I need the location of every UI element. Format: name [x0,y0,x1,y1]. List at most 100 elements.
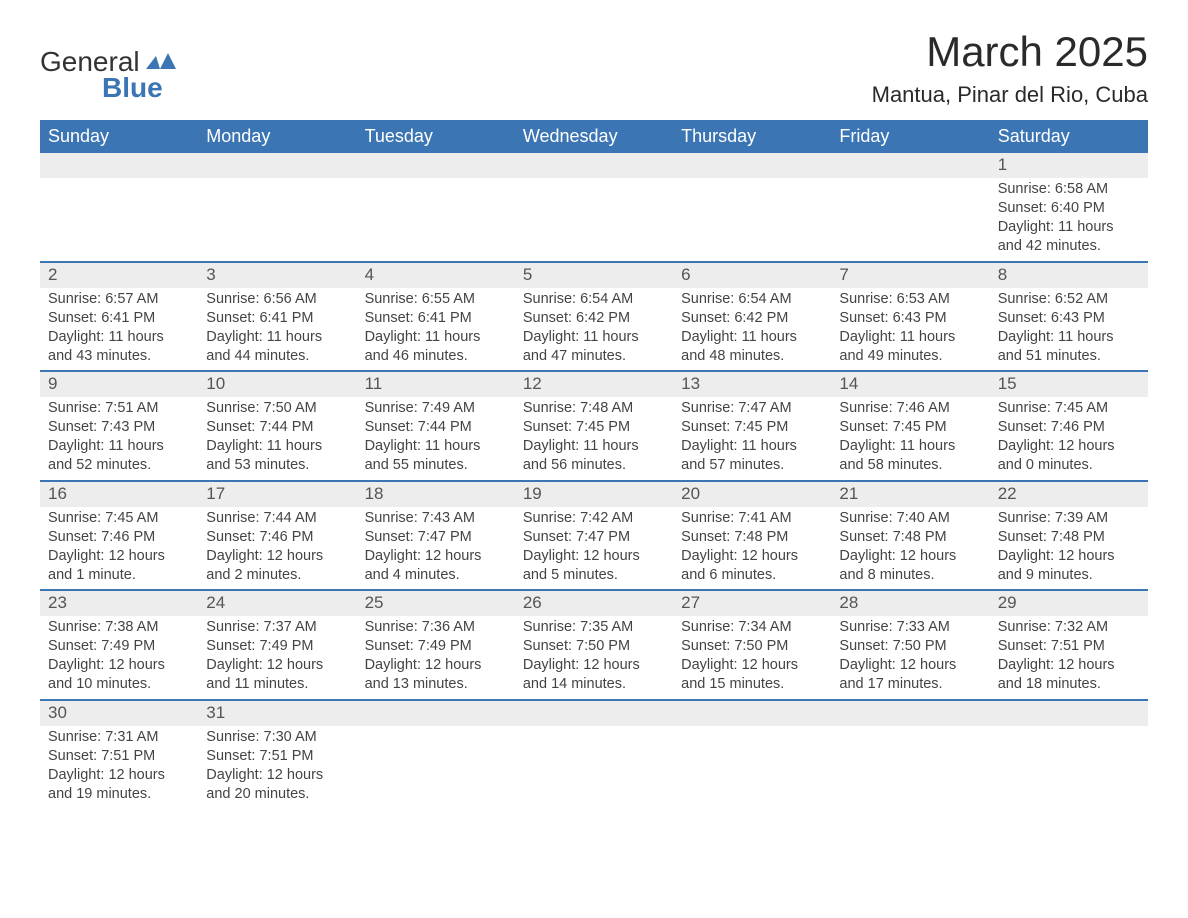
sunrise-line: Sunrise: 7:45 AM [998,399,1140,418]
day-number-cell: 30 [40,700,198,726]
day-data-cell: Sunrise: 7:33 AMSunset: 7:50 PMDaylight:… [831,616,989,700]
day-data-cell [673,178,831,262]
sunrise-line: Sunrise: 7:31 AM [48,728,190,747]
daylight-line: Daylight: 12 hours and 6 minutes. [681,547,823,585]
day-number-cell: 3 [198,262,356,288]
day-data-cell: Sunrise: 7:41 AMSunset: 7:48 PMDaylight:… [673,507,831,591]
column-header: Monday [198,120,356,153]
day-data-cell: Sunrise: 7:35 AMSunset: 7:50 PMDaylight:… [515,616,673,700]
sunrise-line: Sunrise: 6:54 AM [523,290,665,309]
week-daynum-row: 23242526272829 [40,590,1148,616]
day-number-cell: 6 [673,262,831,288]
logo-text-blue: Blue [102,72,163,104]
sunset-line: Sunset: 7:49 PM [206,637,348,656]
sunset-line: Sunset: 7:46 PM [48,528,190,547]
calendar-table: SundayMondayTuesdayWednesdayThursdayFrid… [40,120,1148,808]
sunrise-line: Sunrise: 7:46 AM [839,399,981,418]
sunset-line: Sunset: 7:46 PM [998,418,1140,437]
daylight-line: Daylight: 12 hours and 19 minutes. [48,766,190,804]
week-daynum-row: 2345678 [40,262,1148,288]
sunrise-line: Sunrise: 7:50 AM [206,399,348,418]
sunset-line: Sunset: 7:47 PM [365,528,507,547]
daylight-line: Daylight: 12 hours and 20 minutes. [206,766,348,804]
sunrise-line: Sunrise: 7:41 AM [681,509,823,528]
sunrise-line: Sunrise: 7:43 AM [365,509,507,528]
day-data-cell: Sunrise: 7:40 AMSunset: 7:48 PMDaylight:… [831,507,989,591]
day-number-cell: 9 [40,371,198,397]
day-data-cell: Sunrise: 7:34 AMSunset: 7:50 PMDaylight:… [673,616,831,700]
day-number-cell [515,700,673,726]
logo: General Blue [40,46,176,104]
sunrise-line: Sunrise: 7:33 AM [839,618,981,637]
day-number-cell: 20 [673,481,831,507]
day-number-cell: 13 [673,371,831,397]
sunrise-line: Sunrise: 6:56 AM [206,290,348,309]
day-number-cell: 21 [831,481,989,507]
daylight-line: Daylight: 11 hours and 53 minutes. [206,437,348,475]
day-number-cell: 29 [990,590,1148,616]
week-data-row: Sunrise: 7:51 AMSunset: 7:43 PMDaylight:… [40,397,1148,481]
daylight-line: Daylight: 12 hours and 1 minute. [48,547,190,585]
day-data-cell [357,178,515,262]
location-subtitle: Mantua, Pinar del Rio, Cuba [872,82,1148,108]
daylight-line: Daylight: 11 hours and 43 minutes. [48,328,190,366]
day-number-cell [357,700,515,726]
calendar-header: SundayMondayTuesdayWednesdayThursdayFrid… [40,120,1148,153]
sunset-line: Sunset: 7:45 PM [681,418,823,437]
sunrise-line: Sunrise: 7:48 AM [523,399,665,418]
week-daynum-row: 1 [40,153,1148,178]
day-data-cell: Sunrise: 6:54 AMSunset: 6:42 PMDaylight:… [673,288,831,372]
day-data-cell [40,178,198,262]
column-header: Wednesday [515,120,673,153]
daylight-line: Daylight: 12 hours and 18 minutes. [998,656,1140,694]
sunrise-line: Sunrise: 7:42 AM [523,509,665,528]
sunset-line: Sunset: 6:43 PM [998,309,1140,328]
day-data-cell: Sunrise: 6:52 AMSunset: 6:43 PMDaylight:… [990,288,1148,372]
sunrise-line: Sunrise: 7:37 AM [206,618,348,637]
day-data-cell: Sunrise: 7:32 AMSunset: 7:51 PMDaylight:… [990,616,1148,700]
week-data-row: Sunrise: 6:58 AMSunset: 6:40 PMDaylight:… [40,178,1148,262]
day-number-cell: 11 [357,371,515,397]
header: General Blue March 2025 Mantua, Pinar de… [40,28,1148,108]
sunset-line: Sunset: 7:45 PM [839,418,981,437]
day-number-cell: 7 [831,262,989,288]
day-data-cell: Sunrise: 7:45 AMSunset: 7:46 PMDaylight:… [40,507,198,591]
day-number-cell: 23 [40,590,198,616]
day-number-cell: 24 [198,590,356,616]
day-number-cell: 26 [515,590,673,616]
week-daynum-row: 16171819202122 [40,481,1148,507]
day-data-cell: Sunrise: 7:44 AMSunset: 7:46 PMDaylight:… [198,507,356,591]
daylight-line: Daylight: 12 hours and 0 minutes. [998,437,1140,475]
day-number-cell [515,153,673,178]
day-data-cell: Sunrise: 7:48 AMSunset: 7:45 PMDaylight:… [515,397,673,481]
title-block: March 2025 Mantua, Pinar del Rio, Cuba [872,28,1148,108]
sunset-line: Sunset: 7:44 PM [206,418,348,437]
daylight-line: Daylight: 11 hours and 46 minutes. [365,328,507,366]
daylight-line: Daylight: 12 hours and 9 minutes. [998,547,1140,585]
day-number-cell [198,153,356,178]
daylight-line: Daylight: 12 hours and 15 minutes. [681,656,823,694]
column-header: Sunday [40,120,198,153]
sunrise-line: Sunrise: 7:34 AM [681,618,823,637]
daylight-line: Daylight: 12 hours and 5 minutes. [523,547,665,585]
day-number-cell: 18 [357,481,515,507]
daylight-line: Daylight: 12 hours and 11 minutes. [206,656,348,694]
sunset-line: Sunset: 7:49 PM [365,637,507,656]
day-data-cell: Sunrise: 7:36 AMSunset: 7:49 PMDaylight:… [357,616,515,700]
day-number-cell: 16 [40,481,198,507]
day-number-cell: 10 [198,371,356,397]
day-data-cell: Sunrise: 7:45 AMSunset: 7:46 PMDaylight:… [990,397,1148,481]
sunset-line: Sunset: 7:50 PM [839,637,981,656]
day-data-cell [357,726,515,809]
sunrise-line: Sunrise: 7:45 AM [48,509,190,528]
sunrise-line: Sunrise: 7:35 AM [523,618,665,637]
sunset-line: Sunset: 7:48 PM [998,528,1140,547]
sunset-line: Sunset: 7:48 PM [681,528,823,547]
sunset-line: Sunset: 7:51 PM [48,747,190,766]
day-data-cell: Sunrise: 7:30 AMSunset: 7:51 PMDaylight:… [198,726,356,809]
day-data-cell [831,178,989,262]
sunrise-line: Sunrise: 7:47 AM [681,399,823,418]
day-number-cell [673,700,831,726]
sunrise-line: Sunrise: 7:49 AM [365,399,507,418]
sunset-line: Sunset: 7:49 PM [48,637,190,656]
